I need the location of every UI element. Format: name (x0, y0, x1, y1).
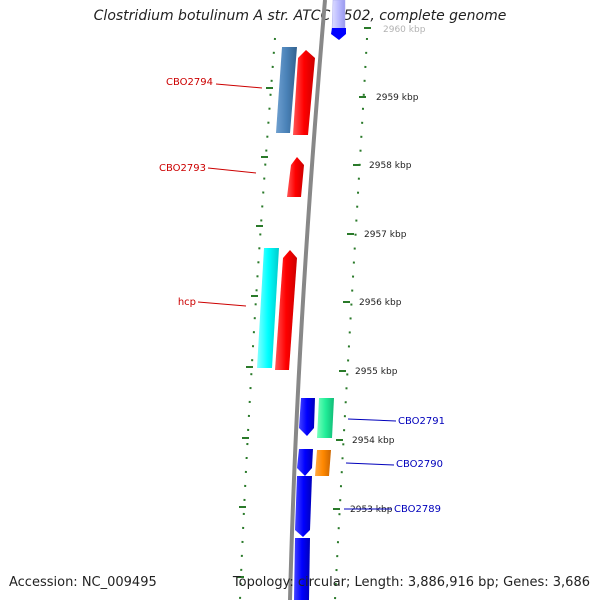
gene-arrow-orange (315, 450, 331, 476)
kbp-tick-label-2955: 2955 kbp (355, 367, 398, 377)
kbp-tick-label-2959: 2959 kbp (376, 93, 419, 103)
kbp-tick-label-2956: 2956 kbp (359, 298, 402, 308)
kbp-tick-label-2958: 2958 kbp (369, 161, 412, 171)
gene-arrow-cyan (257, 248, 279, 368)
kbp-tick-label-2960: 2960 kbp (383, 25, 426, 35)
gene-arrow-blue-1 (299, 398, 315, 436)
leader-cbo2790 (345, 462, 395, 466)
gene-label-hcp: hcp (178, 297, 196, 308)
leader-cbo2794 (215, 83, 263, 89)
gene-arrow-green (317, 398, 334, 438)
outer-dotted-track (334, 37, 368, 600)
gene-label-cbo2793: CBO2793 (159, 163, 206, 174)
gene-arrow-red-cbo2794 (293, 50, 315, 135)
gene-arrow-blue-2 (297, 449, 313, 476)
gene-arrow-blue-4 (294, 538, 310, 600)
gene-arrow-steelblue (276, 47, 297, 133)
genome-stats-text: Topology: circular; Length: 3,886,916 bp… (232, 575, 590, 590)
kbp-tick-label-2957: 2957 kbp (364, 230, 407, 240)
genome-backbone (288, 0, 327, 600)
inner-track-marks (237, 87, 273, 578)
gene-label-cbo2790: CBO2790 (396, 459, 443, 470)
gene-arrow-blue-3 (295, 476, 312, 537)
gene-label-cbo2789: CBO2789 (394, 504, 441, 515)
gene-label-cbo2794: CBO2794 (166, 77, 213, 88)
gene-arrow-red-cbo2793 (287, 157, 304, 197)
map-title: Clostridium botulinum A str. ATCC 3502, … (93, 8, 507, 24)
leader-hcp (197, 301, 247, 307)
leader-cbo2791 (347, 418, 397, 422)
kbp-tick-group: 2960 kbp 2959 kbp 2958 kbp 2957 kbp 2956… (333, 25, 426, 515)
accession-text: Accession: NC_009495 (9, 575, 157, 590)
kbp-tick-label-2953: 2953 kbp (350, 505, 393, 515)
gene-arrow-red-hcp (275, 250, 297, 370)
gene-arrow-blue-top (331, 28, 346, 40)
leader-cbo2793 (207, 167, 257, 174)
inner-dotted-track (239, 37, 276, 600)
kbp-tick-label-2954: 2954 kbp (352, 436, 395, 446)
gene-label-cbo2791: CBO2791 (398, 416, 445, 427)
